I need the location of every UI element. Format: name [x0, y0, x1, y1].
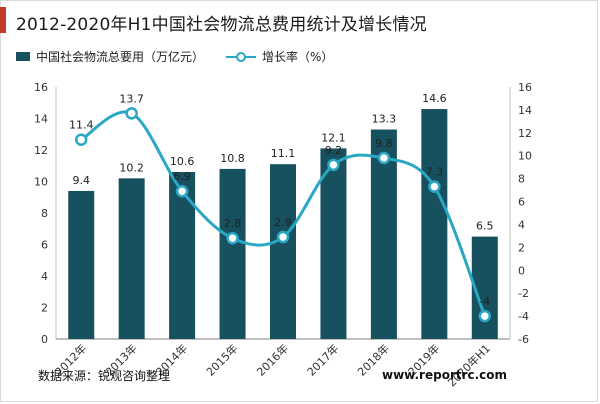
legend-line-swatch [226, 51, 257, 62]
title-accent-bar [0, 7, 6, 33]
growth-point [276, 230, 290, 244]
left-tick-label: 8 [41, 207, 48, 220]
growth-value-label: 9.2 [325, 144, 343, 157]
bar [320, 148, 347, 339]
bar [370, 129, 397, 339]
growth-value-label: 13.7 [119, 92, 144, 105]
growth-point [125, 107, 138, 120]
bar-value-label: 10.8 [220, 152, 245, 165]
right-tick-label: 10 [518, 150, 532, 163]
bar-value-label: 10.6 [170, 155, 195, 168]
growth-value-label: 2.9 [274, 216, 292, 229]
category-label: 2015年 [203, 341, 240, 378]
legend-line-label: 增长率（%） [262, 50, 334, 64]
right-tick-label: 16 [518, 81, 532, 94]
right-tick-label: 8 [518, 173, 525, 186]
right-tick-label: 2 [518, 241, 525, 254]
growth-point [428, 180, 441, 193]
legend-bar-label: 中国社会物流总要用（万亿元） [36, 50, 205, 64]
bar-value-label: 6.5 [476, 220, 494, 233]
bar-value-label: 11.1 [271, 147, 296, 160]
right-tick-label: 0 [518, 264, 525, 277]
category-label: 2017年 [304, 341, 341, 378]
growth-value-label: -4 [479, 295, 490, 308]
right-tick-label: 6 [518, 196, 525, 209]
growth-value-label: 9.8 [375, 137, 393, 150]
growth-point [175, 184, 189, 198]
category-label: 2020年H1 [445, 341, 493, 389]
category-label: 2016年 [254, 341, 291, 378]
right-tick-label: 12 [518, 127, 532, 140]
right-tick-label: -4 [518, 310, 529, 323]
left-tick-label: 12 [34, 144, 48, 157]
bar [118, 178, 145, 339]
bar [68, 190, 95, 339]
left-tick-label: 10 [34, 176, 48, 189]
left-tick-label: 2 [41, 302, 48, 315]
bar [270, 164, 296, 339]
right-tick-label: -6 [518, 333, 529, 346]
growth-value-label: 7.3 [426, 166, 444, 179]
legend-bar-swatch [16, 52, 30, 61]
growth-point [478, 309, 492, 323]
source-note: 数据来源：锐观咨询整理 [38, 369, 171, 383]
right-tick-label: 4 [518, 218, 525, 231]
bar-value-label: 12.1 [321, 131, 346, 144]
growth-value-label: 6.9 [173, 170, 191, 183]
right-tick-label: 14 [518, 104, 532, 117]
growth-point [226, 231, 239, 245]
bar [421, 109, 448, 339]
chart-title: 2012-2020年H1中国社会物流总费用统计及增长情况 [16, 15, 427, 35]
legend: 中国社会物流总要用（万亿元） 增长率（%） [16, 48, 333, 65]
bar-value-label: 10.2 [119, 161, 144, 174]
bar [219, 168, 246, 339]
growth-value-label: 11.4 [69, 119, 94, 132]
left-tick-label: 0 [41, 333, 48, 346]
growth-point [377, 151, 391, 165]
left-tick-label: 4 [41, 270, 48, 283]
growth-value-label: 2.8 [224, 217, 242, 230]
growth-point [327, 158, 340, 172]
bar-value-label: 14.6 [422, 92, 447, 105]
growth-point [74, 133, 88, 146]
left-tick-label: 14 [34, 113, 48, 126]
left-tick-label: 16 [34, 81, 48, 94]
right-tick-label: -2 [518, 287, 529, 300]
left-tick-label: 6 [41, 239, 48, 252]
bar-value-label: 9.4 [72, 174, 90, 187]
watermark-url: www.reportrc.com [382, 368, 508, 382]
bar-value-label: 13.3 [372, 113, 397, 126]
